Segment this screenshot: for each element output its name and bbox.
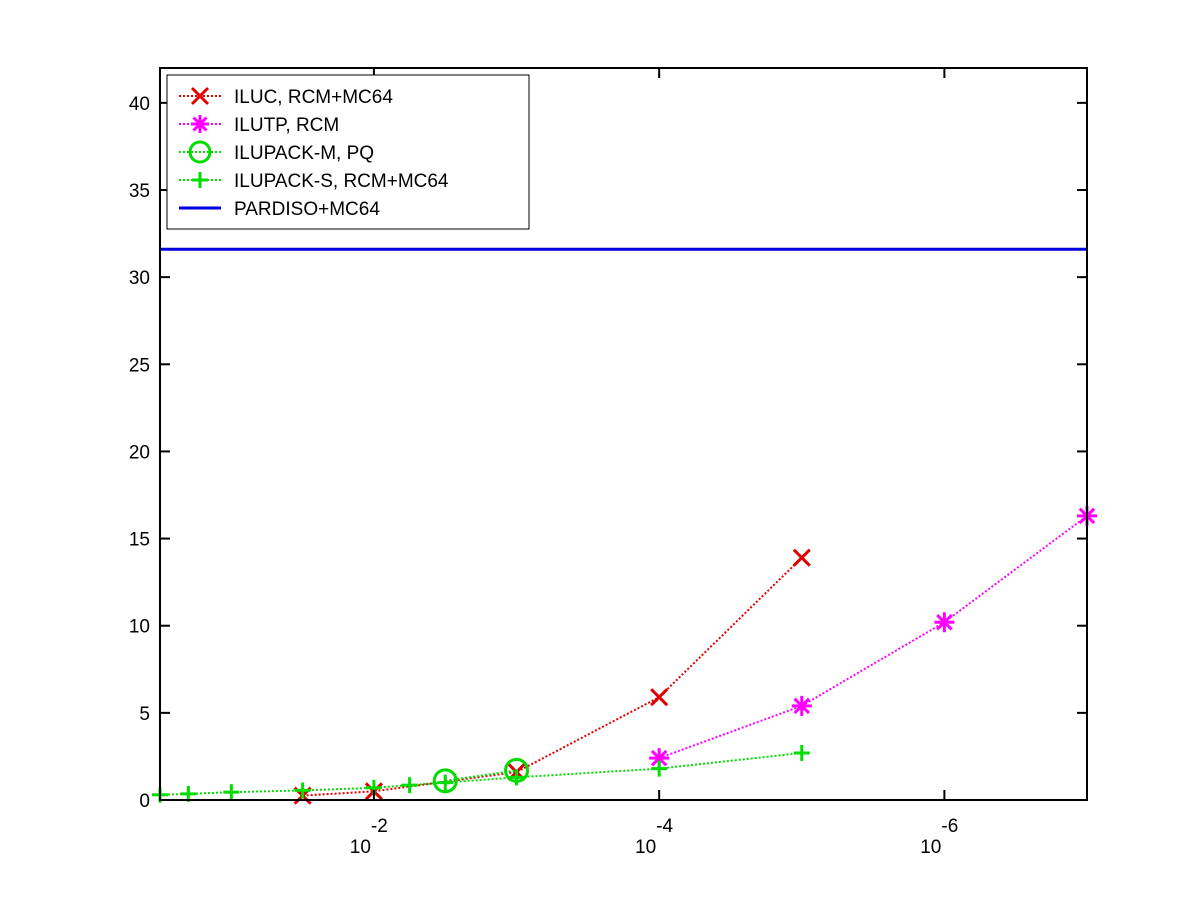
x-tick-label-2: 10 [920, 837, 941, 858]
y-tick-label-7: 35 [129, 181, 150, 202]
data-point-3-2 [223, 784, 240, 801]
series-layer [152, 247, 1097, 805]
legend: ILUC, RCM+MC64 ILUTP, RCM ILUPACK-M, PQ ILU… [166, 74, 530, 230]
y-tick-label-6: 30 [129, 268, 150, 289]
y-tick-label-3: 15 [129, 530, 150, 551]
y-tick-label-4: 20 [129, 442, 150, 463]
x-tick-exponent-2: -6 [941, 816, 958, 837]
legend-item-4: PARDISO+MC64 [179, 199, 380, 220]
legend-item-3: ILUPACK-S, RCM+MC64 [179, 171, 449, 192]
data-point-0-3 [650, 688, 669, 707]
series-3 [152, 744, 810, 803]
legend-label-2: ILUPACK-M, PQ [234, 143, 374, 164]
legend-box [166, 74, 530, 230]
y-tick-label-8: 40 [129, 94, 150, 115]
legend-label-3: ILUPACK-S, RCM+MC64 [234, 171, 449, 192]
data-point-3-9 [793, 744, 810, 761]
legend-label-4: PARDISO+MC64 [234, 199, 380, 220]
data-point-3-6 [437, 774, 454, 791]
y-tick-label-1: 5 [139, 704, 150, 725]
axes-frame [159, 67, 1088, 801]
x-tick-label-0: 10 [350, 837, 371, 858]
legend-item-0: ILUC, RCM+MC64 [179, 86, 393, 108]
legend-item-1: ILUTP, RCM [179, 115, 339, 136]
legend-marker-1 [191, 115, 209, 133]
y-tick-label-0: 0 [139, 791, 150, 812]
data-point-1-1 [791, 695, 812, 716]
y-tick-label-5: 25 [129, 355, 150, 376]
legend-marker-0 [190, 86, 210, 106]
data-point-3-5 [401, 777, 418, 794]
data-point-1-2 [934, 612, 955, 633]
x-tick-label-1: 10 [635, 837, 656, 858]
x-tick-exponent-1: -4 [656, 816, 673, 837]
y-tick-label-2: 10 [129, 617, 150, 638]
data-point-3-8 [651, 760, 668, 777]
legend-item-2: ILUPACK-M, PQ [179, 140, 374, 164]
legend-label-1: ILUTP, RCM [234, 115, 339, 136]
data-point-0-4 [792, 548, 811, 567]
x-tick-exponent-0: -2 [371, 816, 388, 837]
data-point-3-3 [294, 782, 311, 799]
legend-marker-2 [188, 140, 212, 164]
legend-label-0: ILUC, RCM+MC64 [234, 87, 393, 108]
legend-marker-3 [192, 172, 208, 188]
data-point-3-7 [508, 769, 525, 786]
series-line-3 [159, 751, 802, 796]
